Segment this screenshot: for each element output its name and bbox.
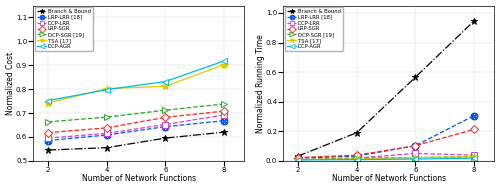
- X-axis label: Number of Network Functions: Number of Network Functions: [332, 174, 446, 184]
- Legend: Branch & Bound, LRP-LRR [18], DCP-LRR, LRP-SGR, DCP-SGR [19], TSA [17], DCP-AGR: Branch & Bound, LRP-LRR [18], DCP-LRR, L…: [285, 7, 343, 51]
- Y-axis label: Normalized Running Time: Normalized Running Time: [256, 34, 264, 132]
- Legend: Branch & Bound, LRP-LRR [18], DCP-LRR, LRP-SGR, DCP-SGR [19], TSA [17], DCP-AGR: Branch & Bound, LRP-LRR [18], DCP-LRR, L…: [35, 7, 93, 51]
- X-axis label: Number of Network Functions: Number of Network Functions: [82, 174, 196, 184]
- Y-axis label: Normalized Cost: Normalized Cost: [6, 52, 15, 115]
